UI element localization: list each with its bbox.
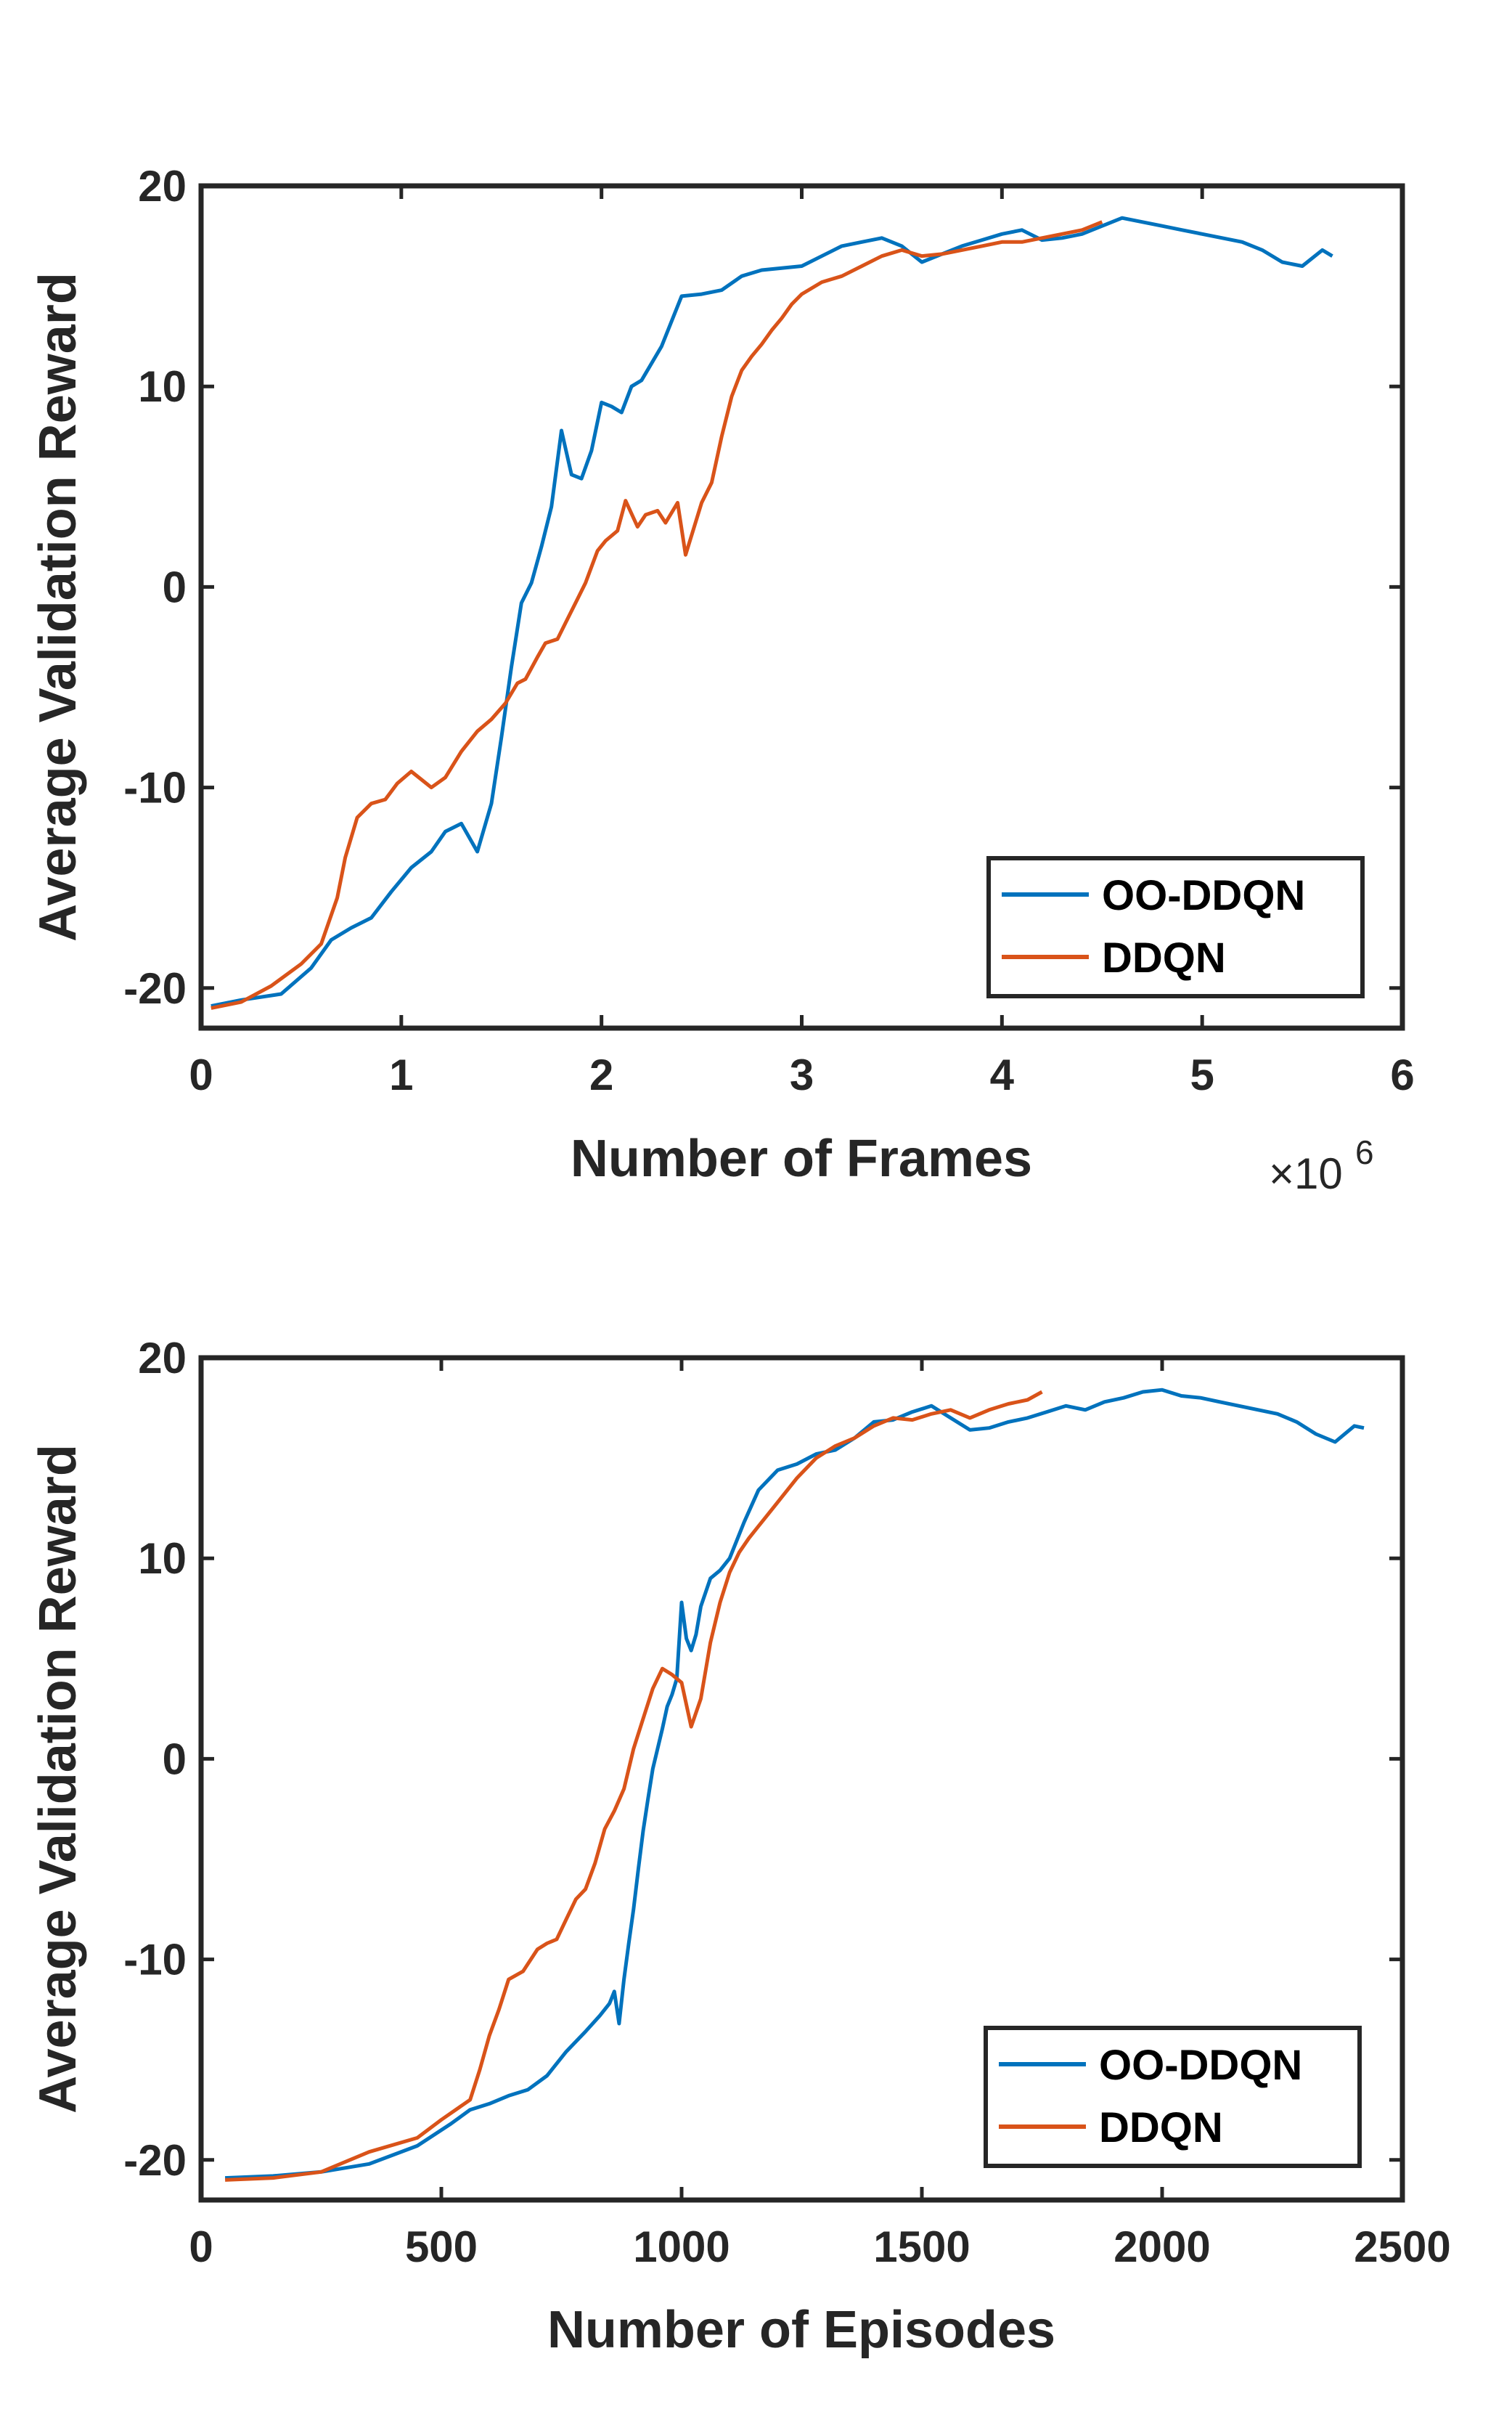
x-exponent-base: ×10 bbox=[1269, 1149, 1343, 1198]
series-line-oo-ddqn-frames bbox=[211, 216, 1333, 1009]
x-ticks-frames: 0 1 2 3 4 5 6 bbox=[189, 186, 1415, 1099]
y-tick-label: -10 bbox=[123, 1936, 187, 1984]
x-ticks-episodes: 0 500 1000 1500 2000 2500 bbox=[189, 1358, 1451, 2271]
x-tick-label: 4 bbox=[990, 1051, 1015, 1099]
series-line-ddqn-frames bbox=[211, 220, 1103, 1010]
x-axis-label-frames: Number of Frames bbox=[571, 1130, 1032, 1188]
x-exponent-frames: ×10 6 bbox=[1269, 1133, 1374, 1198]
y-tick-label: 10 bbox=[138, 1534, 187, 1583]
y-tick-label: 0 bbox=[163, 563, 187, 611]
y-tick-label: 0 bbox=[163, 1735, 187, 1783]
chart-frames: 0 1 2 3 4 5 6 20 10 0 -10 -20 Number of Frames Ave… bbox=[29, 162, 1415, 1198]
plot-frame-episodes bbox=[198, 1355, 1405, 2203]
x-tick-label: 6 bbox=[1390, 1051, 1414, 1099]
y-axis-label-episodes: Average Validation Reward bbox=[29, 1444, 87, 2114]
chart-episodes: 0 500 1000 1500 2000 2500 20 10 0 -10 -20 Number … bbox=[29, 1334, 1451, 2359]
legend-label-ddqn: DDQN bbox=[1099, 2104, 1223, 2151]
y-tick-label: -10 bbox=[123, 764, 187, 812]
y-tick-label: -20 bbox=[123, 964, 187, 1013]
legend-label-oo-ddqn: OO-DDQN bbox=[1099, 2042, 1302, 2089]
x-tick-label: 0 bbox=[189, 1051, 213, 1099]
x-tick-label: 1500 bbox=[873, 2223, 970, 2271]
legend-box-episodes bbox=[984, 2026, 1362, 2168]
x-axis-label-episodes: Number of Episodes bbox=[547, 2301, 1055, 2359]
x-exponent-power: 6 bbox=[1355, 1133, 1374, 1171]
legend-episodes: OO-DDQN DDQN bbox=[984, 2026, 1362, 2168]
x-tick-label: 1000 bbox=[633, 2223, 730, 2271]
x-tick-label: 0 bbox=[189, 2223, 213, 2271]
y-tick-label: 20 bbox=[138, 1334, 187, 1382]
series-line-oo-ddqn-episodes bbox=[224, 1388, 1365, 2180]
x-tick-label: 2500 bbox=[1354, 2223, 1450, 2271]
y-ticks-episodes: 20 10 0 -10 -20 bbox=[123, 1334, 1402, 2185]
x-tick-label: 3 bbox=[790, 1051, 814, 1099]
legend-label-ddqn: DDQN bbox=[1102, 934, 1226, 982]
x-tick-label: 500 bbox=[405, 2223, 478, 2271]
x-tick-label: 5 bbox=[1190, 1051, 1214, 1099]
x-tick-label: 1 bbox=[389, 1051, 413, 1099]
y-tick-label: -20 bbox=[123, 2136, 187, 2185]
x-tick-label: 2000 bbox=[1113, 2223, 1210, 2271]
series-layer-episodes bbox=[224, 1388, 1365, 2182]
series-line-ddqn-episodes bbox=[224, 1390, 1043, 2182]
series-layer-frames bbox=[211, 216, 1333, 1010]
legend-box-frames bbox=[986, 856, 1365, 998]
y-tick-label: 10 bbox=[138, 362, 187, 411]
y-axis-label-frames: Average Validation Reward bbox=[29, 272, 87, 942]
legend-frames: OO-DDQN DDQN bbox=[986, 856, 1365, 998]
y-ticks-frames: 20 10 0 -10 -20 bbox=[123, 162, 1402, 1013]
y-tick-label: 20 bbox=[138, 162, 187, 211]
legend-label-oo-ddqn: OO-DDQN bbox=[1102, 872, 1305, 919]
x-tick-label: 2 bbox=[589, 1051, 613, 1099]
